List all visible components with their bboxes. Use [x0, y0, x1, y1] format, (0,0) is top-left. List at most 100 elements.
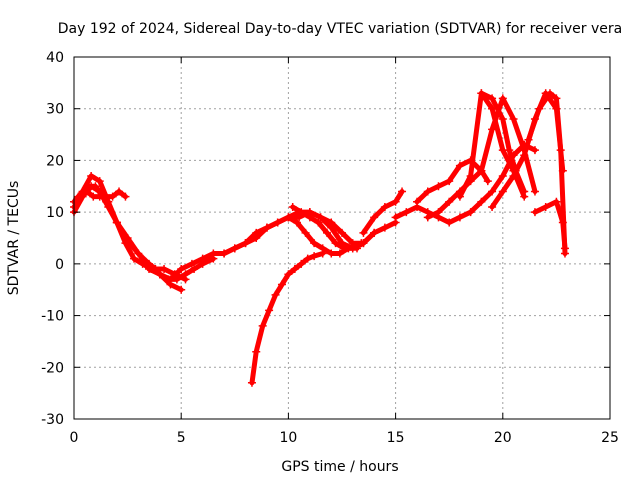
data-point [434, 208, 443, 217]
series-arc-10 [359, 187, 407, 237]
data-point [288, 202, 297, 211]
data-point [241, 239, 250, 248]
data-point [520, 187, 529, 196]
data-point [271, 290, 280, 299]
data-point [190, 265, 199, 274]
data-point [277, 280, 286, 289]
data-point [273, 218, 282, 227]
y-tick-label: -30 [41, 412, 64, 428]
data-point [445, 197, 454, 206]
data-point [318, 249, 327, 258]
data-point [181, 275, 190, 284]
data-point [380, 202, 389, 211]
data-point [160, 265, 169, 274]
data-point [327, 249, 336, 258]
axis-ticks: 0 5 10 15 20 25 -30 -20 -10 0 10 20 30 40 [41, 50, 619, 446]
data-point [252, 234, 261, 242]
data-point [398, 187, 407, 196]
series-arc-16 [477, 89, 529, 196]
data-point [466, 171, 475, 180]
series-line [526, 90, 568, 256]
data-point [284, 213, 293, 222]
data-point [316, 213, 325, 222]
data-point [483, 177, 492, 186]
data-point [535, 104, 544, 113]
data-point [301, 228, 310, 237]
y-tick-label: 40 [46, 50, 64, 66]
data-point [322, 228, 331, 237]
data-point [498, 94, 507, 103]
chart-title: Day 192 of 2024, Sidereal Day-to-day VTE… [58, 21, 622, 37]
data-point [423, 187, 432, 196]
data-point [305, 213, 314, 222]
data-point [391, 213, 400, 222]
data-point [297, 208, 306, 217]
data-point [209, 249, 218, 258]
data-point [552, 94, 561, 103]
data-point [488, 202, 497, 211]
data-point [108, 192, 117, 201]
data-point [177, 285, 186, 294]
data-point [380, 223, 389, 232]
data-point [297, 259, 306, 268]
data-point [391, 197, 400, 206]
x-tick-label: 10 [279, 430, 297, 446]
series-arc-9 [247, 249, 327, 387]
data-point [121, 192, 130, 201]
data-point [455, 192, 464, 201]
data-point [530, 146, 539, 155]
data-point [466, 208, 475, 217]
data-point [82, 182, 91, 191]
data-point [477, 197, 486, 206]
data-point [511, 166, 520, 175]
x-tick-label: 5 [177, 430, 186, 446]
data-point [198, 254, 207, 263]
data-point [455, 161, 464, 170]
data-point [284, 270, 293, 279]
data-point [402, 208, 411, 217]
data-point [556, 146, 565, 155]
data-point [247, 378, 256, 387]
data-point [488, 125, 497, 134]
data-point [423, 213, 432, 222]
x-axis-title: GPS time / hours [281, 459, 398, 475]
data-point [252, 347, 261, 356]
data-point [166, 275, 175, 284]
data-point [112, 218, 121, 227]
data-point [338, 228, 346, 237]
x-tick-label: 15 [387, 430, 405, 446]
data-point [102, 197, 111, 206]
data-point [230, 244, 239, 253]
data-point [488, 94, 497, 103]
data-point [344, 244, 353, 253]
data-point [509, 115, 518, 124]
data-point [434, 182, 443, 191]
y-tick-label: 20 [46, 153, 64, 169]
data-point [74, 192, 83, 201]
data-point [370, 228, 379, 237]
data-point [498, 187, 507, 196]
data-point [498, 171, 507, 180]
data-point [541, 202, 550, 211]
data-point [310, 252, 319, 261]
data-point [314, 218, 323, 227]
data-point [303, 254, 312, 263]
data-point [530, 208, 539, 217]
data-point [520, 151, 529, 160]
data-point [359, 228, 368, 237]
y-tick-label: 0 [55, 257, 64, 273]
data-point [327, 218, 336, 227]
y-axis-title: SDTVAR / TECUs [6, 181, 22, 296]
data-point [138, 254, 147, 263]
data-point [290, 265, 299, 274]
y-tick-label: 10 [46, 205, 64, 221]
data-point [353, 244, 362, 253]
data-point [477, 166, 486, 175]
data-point [155, 270, 164, 279]
data-point [552, 197, 561, 206]
data-point [145, 265, 154, 274]
data-point [498, 115, 507, 124]
data-point [220, 249, 229, 258]
